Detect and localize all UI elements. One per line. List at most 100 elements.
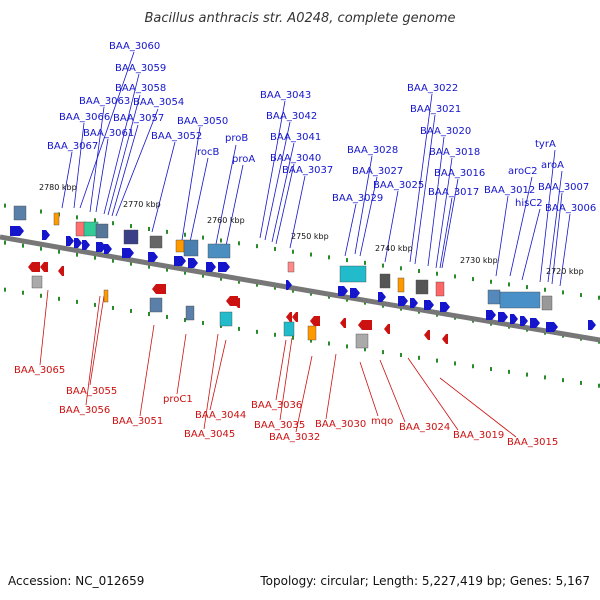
- gene-label[interactable]: hisC2: [515, 198, 543, 209]
- leader-line: [325, 353, 337, 420]
- leader-line: [181, 126, 201, 241]
- gene-label[interactable]: BAA_3020: [420, 126, 471, 137]
- leader-line: [407, 357, 459, 431]
- gene-label[interactable]: BAA_3018: [429, 147, 480, 158]
- gene-label[interactable]: BAA_3040: [270, 153, 321, 164]
- plus-strand-arrow: [286, 280, 292, 290]
- accession-text: Accession: NC_012659: [8, 574, 145, 588]
- gene-boxes: [13, 205, 553, 349]
- tick-mark: [274, 246, 276, 251]
- gene-box: [287, 261, 295, 273]
- plus-strand-arrow: [410, 298, 418, 308]
- gene-label[interactable]: rocB: [197, 147, 220, 158]
- tick-mark: [598, 383, 600, 388]
- gene-label[interactable]: BAA_3052: [151, 131, 202, 142]
- gene-label[interactable]: BAA_3015: [507, 437, 558, 448]
- tick-mark: [400, 352, 402, 357]
- gene-label[interactable]: BAA_3012: [484, 185, 535, 196]
- gene-label[interactable]: aroA: [541, 160, 564, 171]
- tick-mark: [310, 252, 312, 257]
- gene-label[interactable]: BAA_3029: [332, 193, 383, 204]
- tick-mark: [382, 350, 384, 355]
- leader-line: [547, 170, 563, 283]
- gene-label[interactable]: BAA_3041: [270, 132, 321, 143]
- plus-strand-arrow: [74, 238, 82, 248]
- minus-strand-arrow: [58, 266, 64, 276]
- kbp-label: 2780 kbp: [39, 183, 77, 192]
- tick-mark: [202, 273, 204, 278]
- plus-strand-arrow: [338, 286, 348, 296]
- gene-label[interactable]: BAA_3035: [254, 420, 305, 431]
- gene-label[interactable]: BAA_3050: [177, 116, 228, 127]
- gene-label[interactable]: BAA_3037: [282, 165, 333, 176]
- gene-label[interactable]: BAA_3024: [399, 422, 450, 433]
- tick-mark: [472, 277, 474, 282]
- plus-strand-arrow: [10, 226, 24, 236]
- gene-label[interactable]: BAA_3066: [59, 112, 110, 123]
- gene-label[interactable]: BAA_3030: [315, 419, 366, 430]
- gene-label[interactable]: BAA_3007: [538, 182, 589, 193]
- minus-strand-arrow: [310, 316, 320, 326]
- gene-label[interactable]: BAA_3019: [453, 430, 504, 441]
- tick-mark: [364, 347, 366, 352]
- tick-mark: [292, 249, 294, 254]
- plus-strand-arrow: [424, 300, 434, 310]
- gene-label[interactable]: BAA_3017: [428, 187, 479, 198]
- gene-label[interactable]: BAA_3044: [195, 410, 246, 421]
- gene-label[interactable]: proA: [232, 154, 255, 165]
- gene-label[interactable]: BAA_3055: [66, 386, 117, 397]
- gene-label[interactable]: BAA_3054: [133, 97, 184, 108]
- gene-label[interactable]: BAA_3032: [269, 432, 320, 443]
- gene-label[interactable]: BAA_3028: [347, 145, 398, 156]
- plus-strand-arrow: [378, 292, 386, 302]
- gene-label[interactable]: BAA_3051: [112, 416, 163, 427]
- tick-mark: [112, 221, 114, 226]
- gene-box: [149, 235, 163, 249]
- gene-label[interactable]: BAA_3057: [113, 113, 164, 124]
- gene-label[interactable]: BAA_3061: [83, 128, 134, 139]
- leader-line: [295, 355, 313, 433]
- gene-arrows: [10, 226, 596, 344]
- gene-label[interactable]: BAA_3059: [115, 63, 166, 74]
- tick-mark: [418, 269, 420, 274]
- leader-line: [203, 333, 219, 430]
- gene-label[interactable]: BAA_3056: [59, 405, 110, 416]
- gene-label[interactable]: BAA_3006: [545, 203, 596, 214]
- gene-label[interactable]: proB: [225, 133, 248, 144]
- tick-mark: [22, 290, 24, 295]
- leader-line: [85, 295, 101, 406]
- minus-strand-arrow: [234, 298, 240, 308]
- gene-label[interactable]: BAA_3060: [109, 41, 160, 52]
- leader-line: [414, 114, 436, 265]
- gene-label[interactable]: BAA_3065: [14, 365, 65, 376]
- gene-label[interactable]: BAA_3036: [251, 400, 302, 411]
- gene-box: [397, 277, 405, 293]
- leader-line: [259, 100, 286, 239]
- gene-label[interactable]: mqo: [371, 416, 393, 427]
- gene-label[interactable]: BAA_3022: [407, 83, 458, 94]
- gene-label[interactable]: BAA_3042: [266, 111, 317, 122]
- tick-mark: [544, 287, 546, 292]
- gene-label[interactable]: BAA_3058: [115, 83, 166, 94]
- gene-label[interactable]: BAA_3043: [260, 90, 311, 101]
- tick-mark: [112, 258, 114, 263]
- minus-strand-arrow: [40, 262, 48, 272]
- gene-label[interactable]: aroC2: [508, 166, 537, 177]
- gene-label[interactable]: BAA_3045: [184, 429, 235, 440]
- plus-strand-arrow: [148, 252, 158, 262]
- gene-label[interactable]: BAA_3016: [434, 168, 485, 179]
- plus-strand-arrow: [122, 248, 134, 258]
- gene-label[interactable]: BAA_3027: [352, 166, 403, 177]
- gene-label[interactable]: BAA_3067: [47, 141, 98, 152]
- leader-line: [115, 108, 159, 217]
- tick-mark: [40, 293, 42, 298]
- tick-mark: [328, 341, 330, 346]
- gene-label[interactable]: BAA_3063: [79, 96, 130, 107]
- gene-label[interactable]: BAA_3021: [410, 104, 461, 115]
- gene-label[interactable]: proC1: [163, 394, 193, 405]
- plus-strand-arrow: [440, 302, 450, 312]
- gene-label[interactable]: BAA_3025: [373, 180, 424, 191]
- minus-strand-arrow: [424, 330, 430, 340]
- tick-mark: [256, 329, 258, 334]
- gene-label[interactable]: tyrA: [535, 139, 556, 150]
